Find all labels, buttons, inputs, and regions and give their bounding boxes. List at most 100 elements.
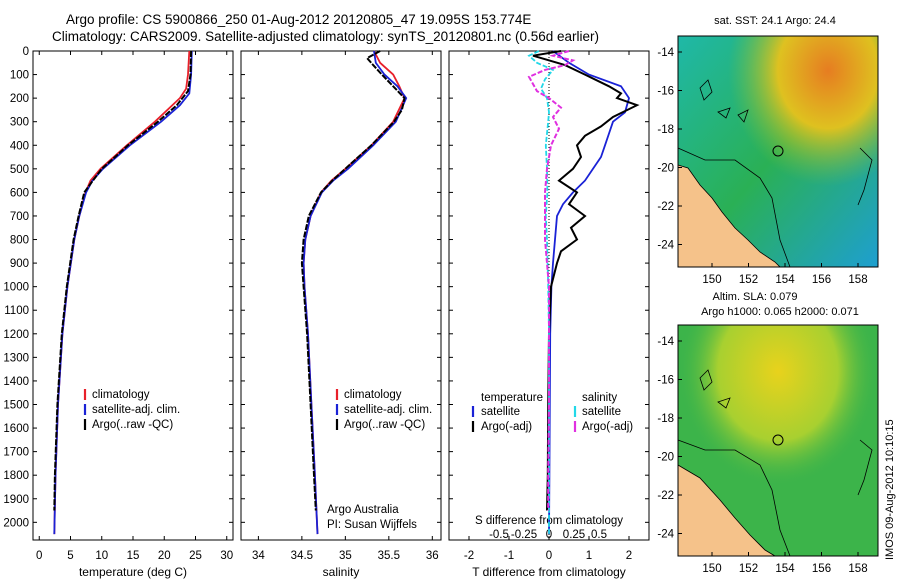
map-x-tick-label: 152 [739,563,758,575]
x-tick-label: 2 [626,550,632,562]
map-y-tick-label: -18 [657,124,674,136]
sla-map-title2: Argo h1000: 0.065 h2000: 0.071 [701,306,859,318]
timestamp-label: IMOS 09-Aug-2012 10:10:15 [884,419,896,560]
x2-tick-label: 0.25 [563,529,585,541]
y-tick-label: 1600 [3,423,29,435]
series-line-s-satellite [527,50,555,535]
x-axis-label: salinity [323,565,360,579]
map-x-tick-label: 158 [848,274,867,286]
legend-label: climatology [92,389,150,401]
legend-title-salinity: salinity [582,392,617,404]
y-tick-label: 900 [10,258,29,270]
x-tick-label: 36 [426,550,439,562]
map-x-tick-label: 156 [812,563,831,575]
figure-title-line1: Argo profile: CS 5900866_250 01-Aug-2012… [66,12,531,27]
map-x-tick-label: 152 [739,274,758,286]
x-axis-label: T difference from climatology [472,565,626,579]
sla-coast-contour [677,439,873,557]
y-tick-label: 600 [10,187,29,199]
series-line-climatology [302,50,406,535]
series-line-t-satellite [548,50,630,535]
map-y-tick-label: -20 [657,163,674,175]
sst-map-axes: 150 152 154 156 158 -14 -16 -18 -20 -22 -24 [657,35,879,286]
x-tick-label: -1 [504,550,514,562]
legend-label: satellite-adj. clim. [92,404,180,416]
map-y-tick-label: -14 [657,47,674,59]
legend-label: Argo(-adj) [582,421,633,433]
x-tick-label: 25 [189,550,202,562]
series-line-t-argo-adj- [532,50,640,511]
map-y-tick-label: -22 [657,490,674,502]
map-y-tick-label: -24 [657,529,674,541]
series-line-satellite-adj-clim- [53,50,193,535]
x-tick-label: 30 [220,550,233,562]
y-tick-label: 1900 [3,494,29,506]
x-tick-label: 15 [127,550,140,562]
sst-reef-contour [699,79,749,123]
legend-label: Argo(-adj) [481,421,532,433]
y-tick-label: 700 [10,211,29,223]
y-tick-label: 1400 [3,376,29,388]
map-y-tick-label: -16 [657,86,674,98]
salinity-panel: 34 34.5 35 35.5 36 salinity climatology satelli… [240,50,442,579]
legend-label: climatology [344,389,402,401]
y-tick-label: 500 [10,164,29,176]
x-tick-label: -2 [464,550,474,562]
y-tick-label: 0 [23,46,29,58]
x-tick-label: 10 [95,550,108,562]
temperature-panel: 0 5 10 15 20 25 300100200300400500600700800900… [3,46,234,579]
sst-map-panel: sat. SST: 24.1 Argo: 24.4 150 152 154 156 15… [657,15,879,286]
x2-tick-label: -0.25 [511,529,537,541]
x2-tick-label: -0.5 [489,529,509,541]
y-tick-label: 100 [10,70,29,82]
y-tick-label: 1300 [3,352,29,364]
x-tick-label: 0 [546,550,552,562]
y-tick-label: 1100 [4,305,29,317]
x-tick-label: 34 [252,550,265,562]
x-tick-label: 5 [67,550,73,562]
x-axis-label: temperature (deg C) [79,565,187,579]
annotation-text: Argo Australia [327,504,399,516]
sla-map-panel: Altim. SLA: 0.079 Argo h1000: 0.065 h200… [657,291,879,575]
series-line-argo-raw-qc- [53,50,193,511]
y-tick-label: 1500 [3,399,29,411]
map-x-tick-label: 154 [775,563,795,575]
legend-label: satellite [582,406,621,418]
map-y-tick-label: -22 [657,201,674,213]
sla-map-title: Altim. SLA: 0.079 [713,291,798,303]
map-frame [677,324,879,557]
legend-label: satellite [481,406,520,418]
map-x-tick-label: 150 [702,563,721,575]
plot-frame [240,50,442,541]
map-y-tick-label: -18 [657,413,674,425]
x-tick-label: 35.5 [378,550,400,562]
x-tick-label: 0 [36,550,42,562]
annotation-text: PI: Susan Wijffels [327,519,417,531]
map-frame [677,35,879,268]
map-y-tick-label: -20 [657,452,674,464]
y-tick-label: 1000 [3,282,29,294]
map-y-tick-label: -24 [657,240,674,252]
figure-title-line2: Climatology: CARS2009. Satellite-adjuste… [52,29,599,44]
series-line-s-argo-adj- [527,50,576,511]
y-tick-label: 200 [10,93,29,105]
x2-tick-label: 0.5 [591,529,607,541]
x-tick-label: 34.5 [291,550,313,562]
map-x-tick-label: 158 [848,563,867,575]
y-tick-label: 400 [10,140,29,152]
sla-argo-location-marker [772,434,784,446]
plot-frame [32,50,234,541]
y-tick-label: 1200 [3,329,29,341]
map-y-tick-label: -16 [657,375,674,387]
map-x-tick-label: 156 [812,274,831,286]
x-tick-label: 1 [586,550,592,562]
x-tick-label: 35 [339,550,352,562]
sst-coast-contour [677,147,873,268]
map-y-tick-label: -14 [657,336,674,348]
map-x-tick-label: 154 [775,274,795,286]
y-tick-label: 1800 [3,470,29,482]
y-tick-label: 2000 [3,517,29,529]
legend-label: Argo(..raw -QC) [92,419,173,431]
